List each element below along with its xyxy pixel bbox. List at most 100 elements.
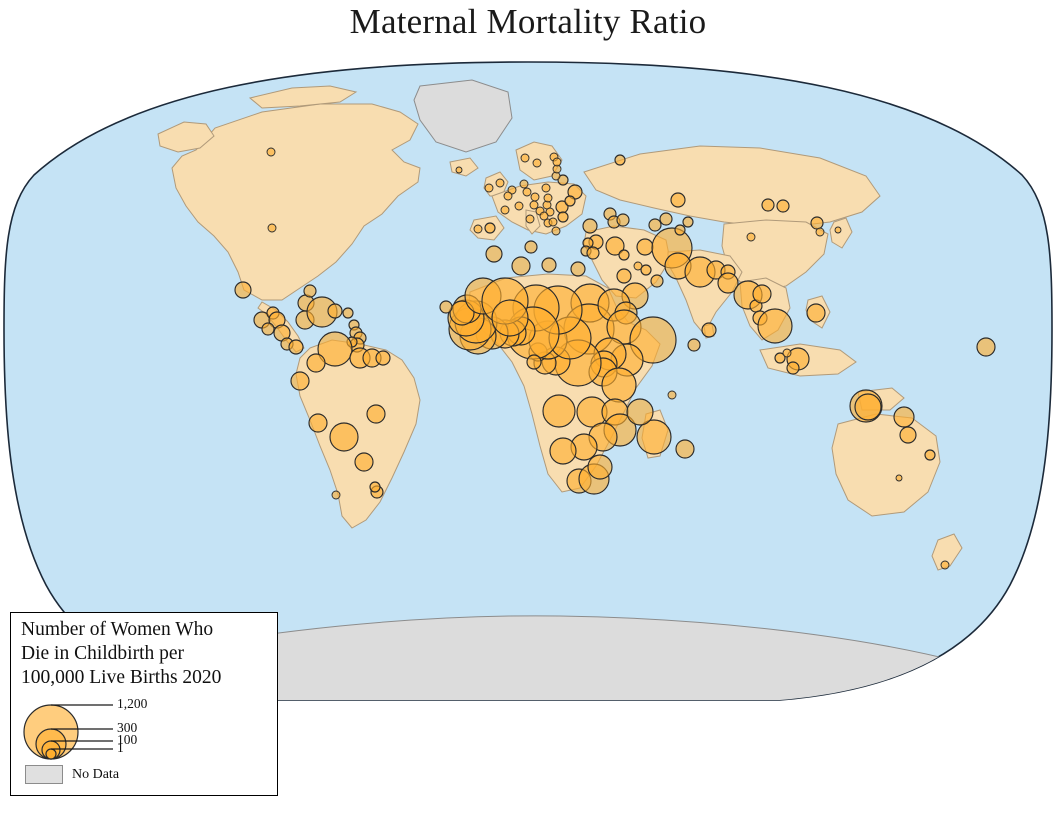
bubble-comoros [626, 398, 654, 426]
bubble-bolivia [329, 422, 359, 452]
bubble-malaysia [774, 352, 786, 364]
bubble-french-guiana [375, 350, 391, 366]
bubble-somalia [629, 316, 677, 364]
bubble-sri-lanka [701, 322, 717, 338]
bubble-qatar [633, 261, 643, 271]
bubble-vietnam [757, 308, 793, 344]
bubble-azerbaijan [616, 213, 630, 227]
bubble-united-states [267, 223, 277, 233]
bubble-portugal [473, 224, 483, 234]
bubble-belarus [557, 174, 569, 186]
bubble-north-macedonia [548, 217, 558, 227]
legend-label-1200: 1,200 [117, 696, 148, 711]
bubble-angola [542, 394, 576, 428]
bubble-japan [834, 226, 842, 234]
bubble-moldova [564, 195, 576, 207]
legend-title-line-2: Die in Childbirth per [21, 643, 185, 664]
bubble-germany [522, 187, 532, 197]
bubble-saudi-arabia [616, 268, 632, 284]
bubble-new-zealand [940, 560, 950, 570]
bubble-namibia [549, 437, 577, 465]
bubble-fiji [924, 449, 936, 461]
bubble-argentina [369, 481, 381, 493]
bubble-kazakhstan [670, 192, 686, 208]
bubble-oman [650, 274, 664, 288]
nodata-swatch [25, 765, 63, 784]
bubble-united-kingdom [495, 178, 505, 188]
bubble-uzbekistan [659, 212, 673, 226]
bubble-algeria [511, 256, 531, 276]
bubble-netherlands [507, 185, 517, 195]
bubble-serbia [545, 207, 555, 217]
bubble-spain [484, 222, 496, 234]
bubble-belgium [503, 191, 513, 201]
bubble-philippines [806, 303, 826, 323]
bubble-iran [636, 238, 654, 256]
bubble-venezuela [317, 331, 353, 367]
legend-title: Number of Women Who Die in Childbirth pe… [21, 618, 273, 690]
legend-title-line-3: 100,000 Live Births 2020 [21, 667, 222, 688]
legend-label-300: 300 [117, 720, 138, 735]
legend-panel: Number of Women Who Die in Childbirth pe… [10, 612, 278, 796]
bubble-jordan [586, 246, 600, 260]
bubble-paraguay [354, 452, 374, 472]
bubble-switzerland [514, 201, 524, 211]
bubble-bahamas [303, 284, 317, 298]
legend-size-symbols [23, 704, 113, 760]
bubble-tajikistan [674, 224, 686, 236]
bubble-el-salvador [261, 322, 275, 336]
bubble-morocco [485, 245, 503, 263]
legend-label-1: 1 [117, 740, 124, 755]
bubble-south-korea [815, 227, 825, 237]
bubble-austria [529, 200, 539, 210]
bubble-bangladesh [717, 272, 739, 294]
bubble-vanuatu [899, 426, 917, 444]
bubble-denmark [519, 179, 529, 189]
bubble-poland [541, 183, 551, 193]
bubble-puerto-rico [342, 307, 354, 319]
bubble-madagascar [636, 419, 672, 455]
bubble-colombia [306, 353, 326, 373]
bubble-burkina-faso [491, 299, 529, 337]
bubble-egypt [570, 261, 586, 277]
bubble-mauritius [675, 439, 695, 459]
bubble-maldives [687, 338, 701, 352]
bubble-mexico [234, 281, 252, 299]
bubble-italy [525, 214, 535, 224]
bubble-kuwait [618, 249, 630, 261]
bubble-iceland [455, 166, 463, 174]
bubble-chile [331, 490, 341, 500]
bubble-russia [614, 154, 626, 166]
bubble-sao-tome [526, 354, 542, 370]
bubble-eswatini [587, 454, 613, 480]
bubble-bosnia [539, 211, 549, 221]
bubble-china [746, 232, 756, 242]
legend-title-line-1: Number of Women Who [21, 619, 214, 640]
bubble-turkmenistan [648, 218, 662, 232]
bubble-brazil [366, 404, 386, 424]
bubble-brunei [782, 348, 792, 358]
bubble-ecuador [290, 371, 310, 391]
bubble-iraq [605, 236, 625, 256]
bubble-russia-east [776, 199, 790, 213]
bubble-dominican-republic [327, 303, 343, 319]
bubble-mongolia [761, 198, 775, 212]
bubble-norway [520, 153, 530, 163]
bubble-laos [752, 284, 772, 304]
bubble-uae [640, 264, 652, 276]
bubble-czechia [530, 192, 540, 202]
bubble-kyrgyzstan [682, 216, 694, 228]
bubble-slovakia [543, 193, 553, 203]
bubble-bulgaria [557, 211, 569, 223]
bubble-tunisia [524, 240, 538, 254]
bubble-canada [266, 147, 276, 157]
bubble-france [500, 205, 510, 215]
bubble-peru [308, 413, 328, 433]
legend-nodata-label: No Data [72, 766, 120, 782]
bubble-cape-verde [439, 300, 453, 314]
legend-circle-1 [45, 748, 57, 760]
legend-label-100: 100 [117, 732, 138, 747]
bubble-sweden [532, 158, 542, 168]
